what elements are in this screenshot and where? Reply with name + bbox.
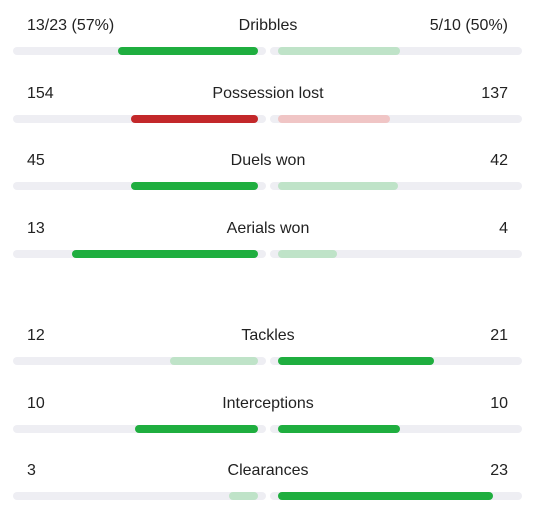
home-bar-track xyxy=(13,182,266,190)
away-value: 137 xyxy=(481,85,508,102)
home-value: 45 xyxy=(27,152,45,169)
home-bar-track xyxy=(13,47,266,55)
stat-row-dribbles: 13/23 (57%) Dribbles 5/10 (50%) xyxy=(0,16,538,72)
home-bar-track xyxy=(13,492,266,500)
away-bar-track xyxy=(270,250,522,258)
home-bar-track xyxy=(13,357,266,365)
home-bar-track xyxy=(13,425,266,433)
away-bar-track xyxy=(270,425,522,433)
away-value: 4 xyxy=(499,220,508,237)
away-bar-fill xyxy=(278,492,493,500)
stat-row-possession-lost: 154 Possession lost 137 xyxy=(0,84,538,140)
away-bar-fill xyxy=(278,250,337,258)
away-bar-fill xyxy=(278,47,400,55)
stat-label: Clearances xyxy=(227,462,309,479)
home-bar-fill xyxy=(131,182,258,190)
away-bar-fill xyxy=(278,115,390,123)
home-value: 3 xyxy=(27,462,36,479)
home-bar-fill xyxy=(135,425,258,433)
stat-row-duels-won: 45 Duels won 42 xyxy=(0,151,538,207)
home-bar-fill xyxy=(118,47,258,55)
away-bar-track xyxy=(270,182,522,190)
home-bar-track xyxy=(13,115,266,123)
stat-label: Tackles xyxy=(241,327,295,344)
home-value: 13 xyxy=(27,220,45,237)
stat-label: Duels won xyxy=(230,152,306,169)
home-bar-fill xyxy=(170,357,258,365)
stat-row-tackles: 12 Tackles 21 xyxy=(0,326,538,382)
away-value: 23 xyxy=(490,462,508,479)
away-value: 21 xyxy=(490,327,508,344)
away-bar-track xyxy=(270,47,522,55)
home-value: 13/23 (57%) xyxy=(27,17,115,34)
away-bar-fill xyxy=(278,357,434,365)
away-bar-track xyxy=(270,115,522,123)
home-bar-fill xyxy=(229,492,258,500)
home-bar-fill xyxy=(131,115,258,123)
stat-row-clearances: 3 Clearances 23 xyxy=(0,461,538,517)
stat-label: Possession lost xyxy=(212,85,324,102)
stat-row-interceptions: 10 Interceptions 10 xyxy=(0,394,538,450)
away-value: 5/10 (50%) xyxy=(429,17,508,34)
home-bar-track xyxy=(13,250,266,258)
away-value: 42 xyxy=(490,152,508,169)
home-bar-fill xyxy=(72,250,258,258)
away-bar-fill xyxy=(278,182,398,190)
home-value: 154 xyxy=(27,85,54,102)
home-value: 10 xyxy=(27,395,45,412)
away-bar-fill xyxy=(278,425,400,433)
stat-row-aerials-won: 13 Aerials won 4 xyxy=(0,219,538,275)
stat-label: Interceptions xyxy=(222,395,314,412)
stat-label: Aerials won xyxy=(226,220,310,237)
home-value: 12 xyxy=(27,327,45,344)
away-value: 10 xyxy=(490,395,508,412)
stat-label: Dribbles xyxy=(238,17,298,34)
away-bar-track xyxy=(270,492,522,500)
away-bar-track xyxy=(270,357,522,365)
